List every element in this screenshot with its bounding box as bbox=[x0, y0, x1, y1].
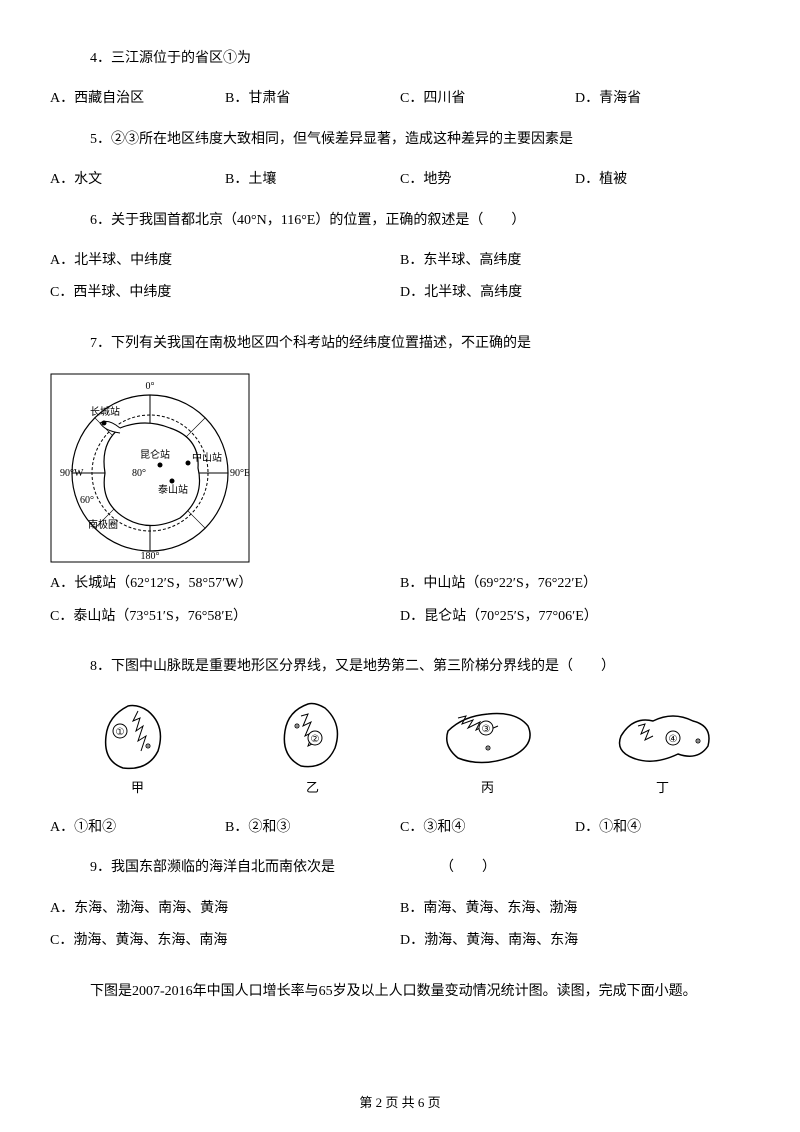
map-ding: ④ 丁 bbox=[603, 696, 723, 799]
q10-stem: 下图是2007-2016年中国人口增长率与65岁及以上人口数量变动情况统计图。读… bbox=[90, 981, 750, 1003]
q5-opt-a: A．水文 bbox=[50, 169, 225, 191]
q8-stem: 8．下图中山脉既是重要地形区分界线，又是地势第二、第三阶梯分界线的是（ ） bbox=[90, 656, 750, 678]
station-taishan: 泰山站 bbox=[158, 483, 188, 496]
q9-opt-c: C．渤海、黄海、东海、南海 bbox=[50, 930, 400, 952]
q9-opt-b: B．南海、黄海、东海、渤海 bbox=[400, 898, 750, 920]
q6-opt-b: B．东半球、高纬度 bbox=[400, 250, 750, 272]
q9-opt-d: D．渤海、黄海、南海、东海 bbox=[400, 930, 750, 952]
q5-opt-b: B．土壤 bbox=[225, 169, 400, 191]
q6-stem: 6．关于我国首都北京（40°N，116°E）的位置，正确的叙述是（ ） bbox=[90, 210, 750, 232]
svg-text:③: ③ bbox=[481, 724, 490, 735]
map-label-90w: 90°W bbox=[60, 468, 84, 479]
q9-opt-a: A．东海、渤海、南海、黄海 bbox=[50, 898, 400, 920]
page-footer: 第 2 页 共 6 页 bbox=[0, 1093, 800, 1114]
q9-options: A．东海、渤海、南海、黄海 B．南海、黄海、东海、渤海 C．渤海、黄海、东海、南… bbox=[50, 898, 750, 963]
map-yi: ② 乙 bbox=[253, 696, 373, 799]
map-bing: ③ 丙 bbox=[428, 696, 548, 799]
caption-jia: 甲 bbox=[78, 778, 198, 799]
q5-stem: 5．②③所在地区纬度大致相同，但气候差异显著，造成这种差异的主要因素是 bbox=[90, 129, 750, 151]
q5-opt-d: D．植被 bbox=[575, 169, 750, 191]
map-jia: ① 甲 bbox=[78, 696, 198, 799]
map-label-90e: 90°E bbox=[230, 468, 250, 479]
q4-opt-d: D．青海省 bbox=[575, 88, 750, 110]
q7-opt-a: A．长城站（62°12′S，58°57′W） bbox=[50, 573, 400, 595]
caption-bing: 丙 bbox=[428, 778, 548, 799]
caption-ding: 丁 bbox=[603, 778, 723, 799]
q5-opt-c: C．地势 bbox=[400, 169, 575, 191]
station-changcheng: 长城站 bbox=[90, 405, 120, 418]
map-label-180: 180° bbox=[141, 551, 160, 562]
q7-options: A．长城站（62°12′S，58°57′W） B．中山站（69°22′S，76°… bbox=[50, 573, 750, 638]
caption-yi: 乙 bbox=[253, 778, 373, 799]
q7-stem: 7．下列有关我国在南极地区四个科考站的经纬度位置描述，不正确的是 bbox=[90, 333, 750, 355]
q9-stem: 9．我国东部濒临的海洋自北而南依次是 （ ） bbox=[90, 857, 750, 879]
q4-opt-a: A．西藏自治区 bbox=[50, 88, 225, 110]
station-zhongshan: 中山站 bbox=[192, 451, 222, 464]
q8-options: A．①和② B．②和③ C．③和④ D．①和④ bbox=[50, 817, 750, 839]
q6-opt-c: C．西半球、中纬度 bbox=[50, 282, 400, 304]
q4-opt-c: C．四川省 bbox=[400, 88, 575, 110]
q5-options: A．水文 B．土壤 C．地势 D．植被 bbox=[50, 169, 750, 191]
q8-opt-a: A．①和② bbox=[50, 817, 225, 839]
q8-opt-b: B．②和③ bbox=[225, 817, 400, 839]
q8-maps: ① 甲 ② 乙 ③ bbox=[50, 696, 750, 799]
q6-opt-a: A．北半球、中纬度 bbox=[50, 250, 400, 272]
q8-opt-d: D．①和④ bbox=[575, 817, 750, 839]
q4-opt-b: B．甘肃省 bbox=[225, 88, 400, 110]
map-label-circle: 南极圈 bbox=[88, 518, 118, 531]
q4-stem: 4．三江源位于的省区①为 bbox=[90, 48, 750, 70]
q4-options: A．西藏自治区 B．甘肃省 C．四川省 D．青海省 bbox=[50, 88, 750, 110]
antarctic-map: 0° 90°W 90°E 180° 80° 60° 南极圈 长城站 昆仑站 中山… bbox=[50, 373, 250, 563]
q7-opt-c: C．泰山站（73°51′S，76°58′E） bbox=[50, 606, 400, 628]
q7-opt-b: B．中山站（69°22′S，76°22′E） bbox=[400, 573, 750, 595]
svg-text:④: ④ bbox=[668, 734, 677, 745]
map-label-0: 0° bbox=[146, 381, 155, 392]
station-kunlun: 昆仑站 bbox=[140, 448, 170, 461]
svg-text:②: ② bbox=[310, 734, 319, 745]
q6-options: A．北半球、中纬度 B．东半球、高纬度 C．西半球、中纬度 D．北半球、高纬度 bbox=[50, 250, 750, 315]
q7-opt-d: D．昆仑站（70°25′S，77°06′E） bbox=[400, 606, 750, 628]
svg-text:①: ① bbox=[115, 727, 124, 738]
q6-opt-d: D．北半球、高纬度 bbox=[400, 282, 750, 304]
q8-opt-c: C．③和④ bbox=[400, 817, 575, 839]
map-label-80: 80° bbox=[132, 468, 146, 479]
map-label-60: 60° bbox=[80, 495, 94, 506]
